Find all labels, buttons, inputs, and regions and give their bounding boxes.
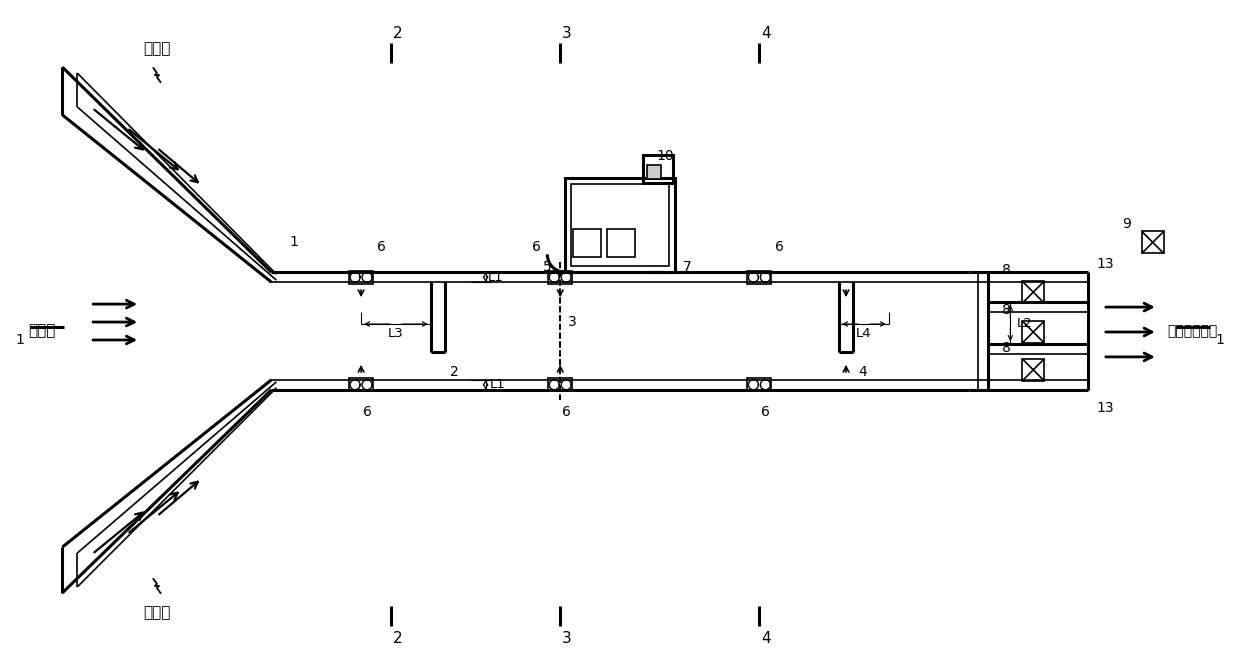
Text: 2: 2 bbox=[393, 26, 403, 41]
Text: 6: 6 bbox=[761, 404, 770, 418]
Text: L2: L2 bbox=[1017, 316, 1032, 330]
Text: L1: L1 bbox=[490, 378, 506, 391]
Text: 8: 8 bbox=[1002, 341, 1012, 355]
Bar bbox=[1142, 232, 1163, 254]
Text: 4: 4 bbox=[761, 26, 771, 41]
Text: 进风口: 进风口 bbox=[144, 40, 171, 56]
Text: 1: 1 bbox=[1215, 333, 1224, 347]
Bar bbox=[748, 271, 771, 284]
Text: 13: 13 bbox=[1096, 258, 1114, 271]
Text: L3: L3 bbox=[388, 328, 404, 340]
Bar bbox=[608, 230, 635, 258]
Text: 9: 9 bbox=[1122, 217, 1131, 232]
Text: 6: 6 bbox=[377, 240, 386, 254]
Text: 13: 13 bbox=[1096, 401, 1114, 414]
Bar bbox=[548, 271, 572, 284]
Text: 1: 1 bbox=[289, 236, 299, 250]
Bar bbox=[572, 183, 668, 266]
Text: L1: L1 bbox=[487, 271, 503, 284]
Text: L4: L4 bbox=[856, 328, 872, 340]
Text: 8: 8 bbox=[1002, 263, 1012, 277]
Text: 4: 4 bbox=[858, 365, 867, 379]
Text: 10: 10 bbox=[656, 149, 673, 163]
Text: 5: 5 bbox=[543, 260, 552, 274]
Bar bbox=[350, 271, 373, 284]
Text: 风道外部空间: 风道外部空间 bbox=[1168, 324, 1218, 338]
Bar bbox=[1022, 321, 1044, 343]
Text: 8: 8 bbox=[1002, 303, 1012, 317]
Bar bbox=[748, 378, 771, 391]
Bar bbox=[350, 378, 373, 391]
Text: 1: 1 bbox=[16, 333, 25, 347]
Text: 3: 3 bbox=[562, 26, 572, 41]
Bar bbox=[548, 378, 572, 391]
Text: 2: 2 bbox=[450, 365, 459, 379]
Text: 3: 3 bbox=[568, 315, 577, 329]
Text: 进风口: 进风口 bbox=[29, 324, 56, 338]
Text: 6: 6 bbox=[775, 240, 784, 254]
Text: 4: 4 bbox=[761, 631, 771, 646]
Text: 2: 2 bbox=[393, 631, 403, 646]
Bar bbox=[1022, 359, 1044, 381]
Bar bbox=[565, 177, 675, 272]
Text: 7: 7 bbox=[683, 260, 692, 274]
Text: 6: 6 bbox=[363, 404, 372, 418]
Text: 3: 3 bbox=[562, 631, 572, 646]
Text: 6: 6 bbox=[532, 240, 541, 254]
Bar bbox=[1022, 281, 1044, 303]
Text: 6: 6 bbox=[562, 404, 572, 418]
Bar bbox=[642, 155, 673, 183]
Bar bbox=[573, 230, 601, 258]
Bar bbox=[647, 165, 661, 179]
Text: 进风口: 进风口 bbox=[144, 605, 171, 620]
